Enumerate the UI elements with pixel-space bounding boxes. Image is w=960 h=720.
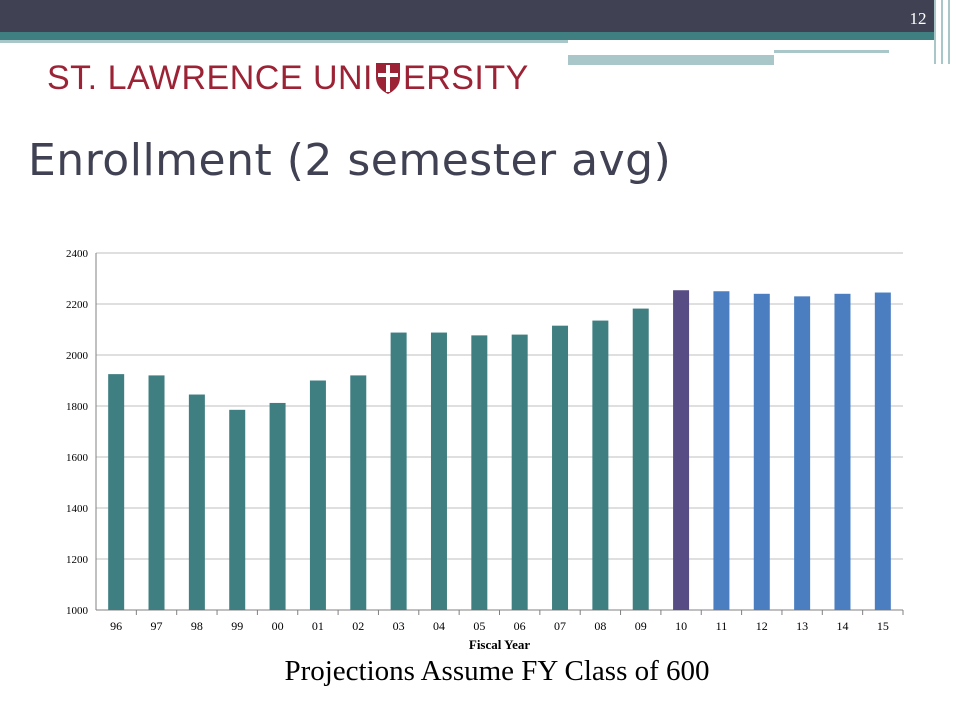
bar <box>229 409 246 610</box>
x-tick-label: 13 <box>796 619 808 633</box>
y-tick-label: 1000 <box>66 605 89 617</box>
bar <box>713 291 730 610</box>
y-tick-label: 1200 <box>66 554 89 566</box>
x-tick-label: 11 <box>716 619 728 633</box>
x-tick-label: 15 <box>877 619 889 633</box>
x-tick-label: 10 <box>675 619 687 633</box>
y-tick-label: 1800 <box>66 401 89 413</box>
x-tick-label: 98 <box>191 619 203 633</box>
bar <box>430 332 447 610</box>
header-divider <box>941 0 943 64</box>
bar <box>794 296 811 610</box>
bar <box>874 292 891 610</box>
header-stripe <box>0 32 935 40</box>
bar <box>592 320 609 610</box>
x-tick-label: 14 <box>836 619 848 633</box>
shield-icon <box>376 63 401 94</box>
bar <box>269 402 286 610</box>
x-tick-label: 09 <box>635 619 647 633</box>
y-tick-label: 2200 <box>66 299 89 311</box>
logo-text-right: ERSITY <box>403 58 529 97</box>
x-tick-label: 97 <box>151 619 163 633</box>
bar <box>350 375 367 610</box>
x-tick-label: 12 <box>756 619 768 633</box>
slide-title: Enrollment (2 semester avg) <box>28 135 672 186</box>
x-tick-label: 03 <box>393 619 405 633</box>
x-tick-label: 01 <box>312 619 324 633</box>
logo-text-left: ST. LAWRENCE UNI <box>47 58 374 97</box>
bar <box>188 394 205 610</box>
x-tick-label: 99 <box>231 619 243 633</box>
x-tick-label: 00 <box>272 619 284 633</box>
bar <box>471 335 488 610</box>
header-accent-block <box>568 55 774 65</box>
header-divider <box>934 0 936 64</box>
y-tick-label: 1400 <box>66 503 89 515</box>
x-tick-label: 04 <box>433 619 445 633</box>
bar <box>511 334 528 610</box>
page-number: 12 <box>909 9 927 28</box>
bar <box>552 325 569 610</box>
y-tick-label: 1600 <box>66 452 89 464</box>
bar <box>148 375 165 610</box>
bar <box>834 293 851 610</box>
x-tick-label: 06 <box>514 619 526 633</box>
header-bar <box>0 0 935 32</box>
x-tick-label: 07 <box>554 619 566 633</box>
header-accent-line <box>0 40 568 43</box>
header-divider <box>948 0 950 64</box>
y-tick-label: 2000 <box>66 350 89 362</box>
x-tick-label: 08 <box>594 619 606 633</box>
bar <box>309 380 326 610</box>
x-axis-label: Fiscal Year <box>469 637 530 652</box>
bar <box>390 332 407 610</box>
projection-note: Projections Assume FY Class of 600 <box>284 655 710 687</box>
bar <box>753 293 770 610</box>
university-logo: ST. LAWRENCE UNI ERSITY <box>47 57 529 99</box>
bar <box>673 290 690 610</box>
header-accent-line-right <box>774 50 889 53</box>
bar <box>632 308 649 610</box>
x-tick-label: 05 <box>473 619 485 633</box>
x-tick-label: 96 <box>110 619 122 633</box>
bar <box>108 374 125 610</box>
y-tick-label: 2400 <box>66 248 89 260</box>
x-tick-label: 02 <box>352 619 364 633</box>
